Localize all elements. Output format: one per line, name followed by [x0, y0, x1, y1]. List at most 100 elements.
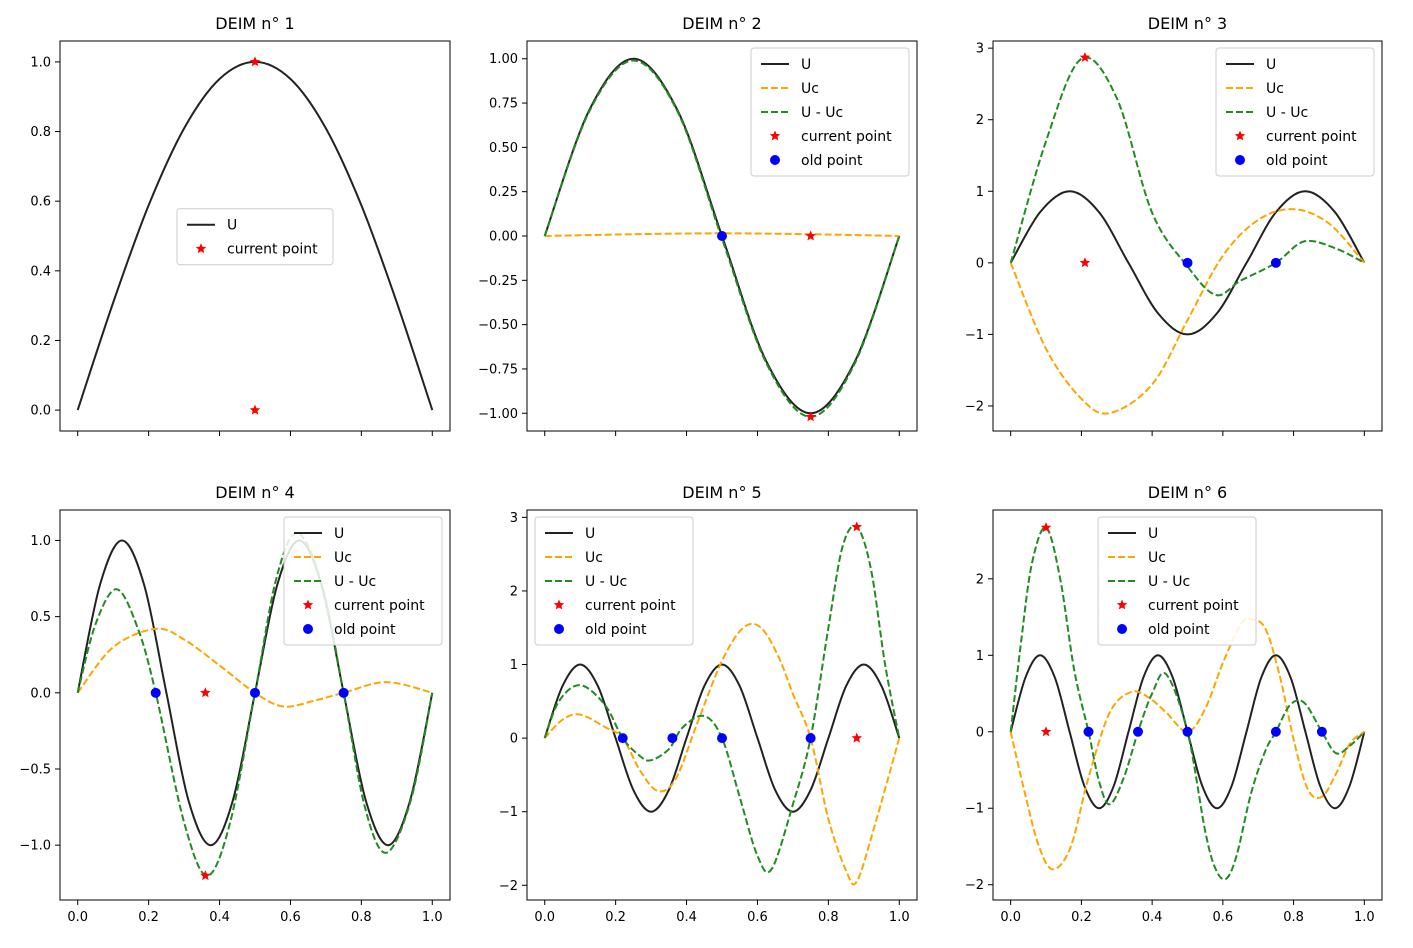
y-tick-label: 1: [976, 649, 984, 664]
x-tick-label: 1.0: [422, 910, 443, 925]
old-point-marker: [717, 231, 727, 241]
y-tick-label: −0.75: [478, 362, 518, 377]
series-group: [1009, 56, 1366, 415]
legend-handle-current-point: [302, 599, 314, 610]
legend-handle-old-point: [303, 624, 313, 634]
axes-frame: [526, 40, 918, 432]
old-point-marker: [1083, 726, 1094, 737]
old-point-marker: [250, 687, 260, 698]
y-tick-label: 0.8: [30, 125, 51, 140]
y-tick-label: −2: [499, 879, 518, 894]
subplot-3: DEIM n° 3 −2 −1 0 1 2 3 U Uc U - Uc current point o…: [965, 14, 1383, 436]
subplot-6: DEIM n° 6 0.0 0.2 0.4 0.6 0.8 1.0 −2 −1 0 1 2 U Uc U -…: [965, 483, 1383, 925]
legend: U Uc U - Uc current point old point: [1215, 47, 1375, 177]
old-point-marker: [1270, 726, 1281, 737]
legend-handle-current-point: [195, 243, 207, 254]
x-tick-label: 1.0: [1354, 910, 1375, 925]
legend-label: current point: [585, 598, 676, 614]
x-tick-label: 0.2: [138, 910, 159, 925]
y-tick-label: −0.5: [19, 762, 51, 777]
x-tick-label: 0.8: [1283, 910, 1304, 925]
y-tick-label: −1: [965, 328, 984, 343]
legend-box: [1097, 516, 1257, 646]
legend: U Uc U - Uc current point old point: [750, 47, 910, 177]
series-line-uc: [543, 622, 901, 886]
legend-label: U: [585, 526, 595, 542]
y-tick-label: 0.50: [489, 141, 518, 156]
axes-frame: [992, 509, 1383, 901]
current-point-marker: [851, 521, 862, 532]
y-tick-label: 3: [976, 42, 984, 57]
subplot-4: DEIM n° 4 0.0 0.2 0.4 0.6 0.8 1.0 −1.0 −0.5 0.0 0.…: [19, 483, 451, 925]
legend: U Uc U - Uc current point old point: [1097, 516, 1257, 646]
y-tick-label: −1: [965, 802, 984, 817]
subplot-5: DEIM n° 5 0.0 0.2 0.4 0.6 0.8 1.0 −2 −1 0 1 2 3 U Uc U …: [499, 483, 918, 925]
old-point-marker: [667, 733, 678, 744]
old-point-marker: [717, 733, 727, 744]
subplot-title: DEIM n° 1: [215, 14, 294, 33]
legend-handle-current-point: [553, 599, 565, 610]
legend-label: old point: [334, 622, 396, 638]
legend-handle-current-point: [1234, 130, 1246, 141]
old-point-marker: [1316, 726, 1327, 737]
legend-label: old point: [585, 622, 647, 638]
subplot-title: DEIM n° 2: [682, 14, 761, 33]
legend-label: current point: [1148, 598, 1239, 614]
current-point-marker: [249, 404, 261, 415]
old-point-marker: [1270, 257, 1281, 268]
current-point-marker: [249, 56, 261, 67]
y-tick-label: 0: [510, 732, 518, 747]
current-point-marker: [200, 870, 211, 881]
old-point-marker: [338, 687, 349, 698]
current-point-marker: [1079, 52, 1091, 62]
x-tick-label: 0.8: [818, 910, 839, 925]
legend: U Uc U - Uc current point old point: [283, 516, 443, 646]
axes-frame: [59, 40, 451, 432]
x-tick-label: 0.4: [676, 910, 697, 925]
series-line-uc: [1009, 617, 1365, 871]
y-tick-label: 3: [510, 511, 518, 526]
current-point-marker: [1079, 257, 1091, 268]
legend-box: [176, 208, 334, 266]
x-tick-label: 0.2: [605, 910, 626, 925]
axes-frame: [992, 40, 1383, 432]
legend-label: current point: [334, 598, 425, 614]
legend-label: current point: [227, 242, 318, 258]
legend-label: U: [801, 57, 811, 73]
x-tick-label: 0.0: [1000, 910, 1021, 925]
y-tick-label: 0.5: [30, 610, 51, 625]
legend-label: old point: [1266, 153, 1328, 169]
y-tick-label: 1: [976, 185, 984, 200]
legend-box: [750, 47, 910, 177]
current-point-marker: [851, 732, 862, 743]
legend-handle-current-point: [769, 130, 781, 141]
y-tick-label: 0.25: [489, 185, 518, 200]
legend-label: current point: [1266, 129, 1357, 145]
legend-label: U: [227, 218, 237, 234]
series-line-u: [543, 663, 901, 813]
legend-label: U: [1148, 526, 1158, 542]
legend-label: Uc: [585, 550, 603, 566]
y-tick-label: 0.6: [30, 195, 51, 210]
legend-label: current point: [801, 129, 892, 145]
series-line-uc: [1009, 208, 1366, 415]
legend-label: U - Uc: [801, 105, 843, 121]
legend-handle-old-point: [1117, 624, 1128, 634]
y-tick-label: −1.00: [478, 407, 518, 422]
legend-box: [283, 516, 443, 646]
y-tick-label: 1.0: [30, 534, 51, 549]
subplot-title: DEIM n° 5: [682, 483, 761, 502]
current-point-marker: [805, 230, 816, 241]
old-point-marker: [805, 733, 816, 744]
y-tick-label: −1: [499, 805, 518, 820]
old-point-marker: [1182, 726, 1193, 737]
subplot-2: DEIM n° 2 −1.00 −0.75 −0.50 −0.25 0.00 0.25 0.5…: [478, 14, 918, 436]
legend-label: U: [1266, 57, 1276, 73]
legend-label: Uc: [334, 550, 352, 566]
x-tick-label: 1.0: [889, 910, 910, 925]
y-tick-label: 2: [976, 572, 984, 587]
series-group: [543, 525, 901, 886]
y-tick-label: −2: [965, 399, 984, 414]
series-line-uc: [544, 232, 900, 237]
